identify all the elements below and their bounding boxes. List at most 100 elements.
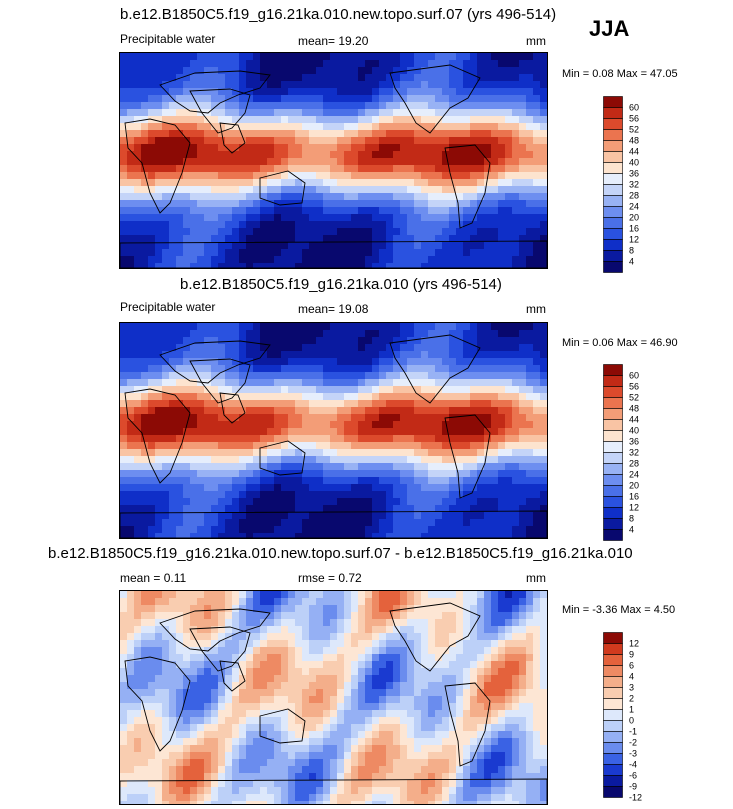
field-cell	[519, 407, 527, 415]
field-cell	[204, 172, 212, 180]
field-cell	[456, 407, 464, 415]
field-cell	[512, 414, 520, 422]
field-cell	[498, 74, 506, 82]
field-cell	[428, 365, 436, 373]
field-cell	[246, 386, 254, 394]
field-cell	[309, 60, 317, 68]
field-cell	[533, 449, 541, 457]
field-cell	[148, 165, 156, 173]
field-cell	[491, 591, 499, 599]
field-cell	[323, 330, 331, 338]
field-cell	[295, 351, 303, 359]
field-cell	[449, 207, 457, 215]
field-cell	[540, 193, 547, 201]
field-cell	[484, 249, 492, 257]
field-cell	[477, 533, 485, 538]
field-cell	[498, 647, 506, 655]
field-cell	[141, 323, 149, 331]
field-cell	[498, 591, 506, 599]
field-cell	[141, 456, 149, 464]
field-cell	[316, 654, 324, 662]
field-cell	[239, 172, 247, 180]
field-cell	[393, 661, 401, 669]
field-cell	[246, 505, 254, 513]
field-cell	[463, 626, 471, 634]
field-cell	[323, 526, 331, 534]
field-cell	[526, 235, 534, 243]
field-cell	[232, 116, 240, 124]
field-cell	[260, 633, 268, 641]
field-cell	[337, 74, 345, 82]
field-cell	[358, 647, 366, 655]
field-cell	[197, 330, 205, 338]
field-cell	[176, 682, 184, 690]
field-cell	[176, 330, 184, 338]
field-cell	[190, 249, 198, 257]
field-cell	[148, 400, 156, 408]
field-cell	[393, 696, 401, 704]
field-cell	[295, 130, 303, 138]
field-cell	[162, 67, 170, 75]
field-cell	[365, 151, 373, 159]
field-cell	[491, 407, 499, 415]
field-cell	[351, 351, 359, 359]
field-cell	[225, 428, 233, 436]
field-cell	[253, 81, 261, 89]
field-cell	[484, 372, 492, 380]
field-cell	[470, 344, 478, 352]
field-cell	[421, 661, 429, 669]
field-cell	[309, 591, 317, 599]
field-cell	[344, 144, 352, 152]
panel-1-title: b.e12.B1850C5.f19_g16.21ka.010.new.topo.…	[120, 6, 557, 23]
field-cell	[337, 165, 345, 173]
field-cell	[211, 109, 219, 117]
field-cell	[288, 456, 296, 464]
field-cell	[267, 60, 275, 68]
field-cell	[358, 337, 366, 345]
field-cell	[260, 207, 268, 215]
field-cell	[540, 519, 547, 527]
field-cell	[505, 193, 513, 201]
field-cell	[470, 88, 478, 96]
field-cell	[393, 647, 401, 655]
field-cell	[260, 95, 268, 103]
field-cell	[323, 165, 331, 173]
field-cell	[232, 228, 240, 236]
field-cell	[540, 626, 547, 634]
field-cell	[491, 344, 499, 352]
field-cell	[358, 393, 366, 401]
field-cell	[267, 102, 275, 110]
field-cell	[414, 598, 422, 606]
field-cell	[253, 221, 261, 229]
field-cell	[169, 330, 177, 338]
field-cell	[141, 88, 149, 96]
field-cell	[134, 372, 142, 380]
field-cell	[120, 619, 128, 627]
field-cell	[540, 456, 547, 464]
field-cell	[330, 179, 338, 187]
field-cell	[456, 626, 464, 634]
field-cell	[127, 421, 135, 429]
field-cell	[253, 179, 261, 187]
field-cell	[498, 533, 506, 538]
field-cell	[183, 81, 191, 89]
field-cell	[344, 379, 352, 387]
field-cell	[232, 330, 240, 338]
field-cell	[197, 67, 205, 75]
field-cell	[323, 60, 331, 68]
field-cell	[456, 214, 464, 222]
field-cell	[246, 372, 254, 380]
field-cell	[442, 654, 450, 662]
field-cell	[155, 400, 163, 408]
field-cell	[344, 710, 352, 718]
field-cell	[512, 193, 520, 201]
field-cell	[421, 449, 429, 457]
field-cell	[526, 400, 534, 408]
field-cell	[225, 330, 233, 338]
field-cell	[470, 393, 478, 401]
field-cell	[148, 519, 156, 527]
field-cell	[330, 214, 338, 222]
field-cell	[302, 407, 310, 415]
field-cell	[127, 137, 135, 145]
field-cell	[400, 414, 408, 422]
